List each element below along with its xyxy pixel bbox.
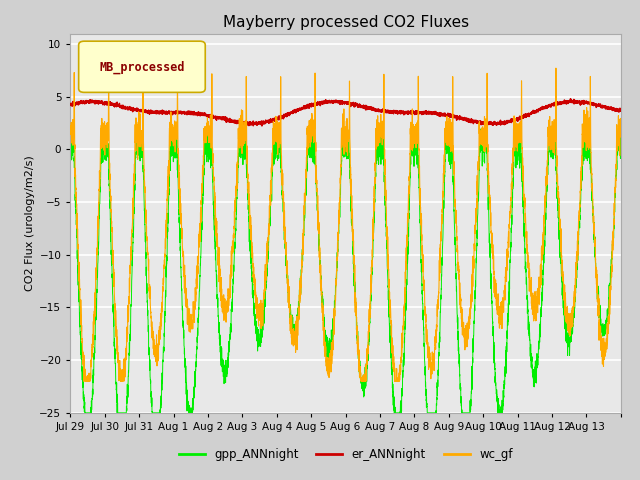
- Y-axis label: CO2 Flux (urology/m2/s): CO2 Flux (urology/m2/s): [25, 156, 35, 291]
- Title: Mayberry processed CO2 Fluxes: Mayberry processed CO2 Fluxes: [223, 15, 468, 30]
- Text: MB_processed: MB_processed: [99, 60, 185, 73]
- Legend: gpp_ANNnight, er_ANNnight, wc_gf: gpp_ANNnight, er_ANNnight, wc_gf: [174, 443, 517, 466]
- FancyBboxPatch shape: [79, 41, 205, 92]
